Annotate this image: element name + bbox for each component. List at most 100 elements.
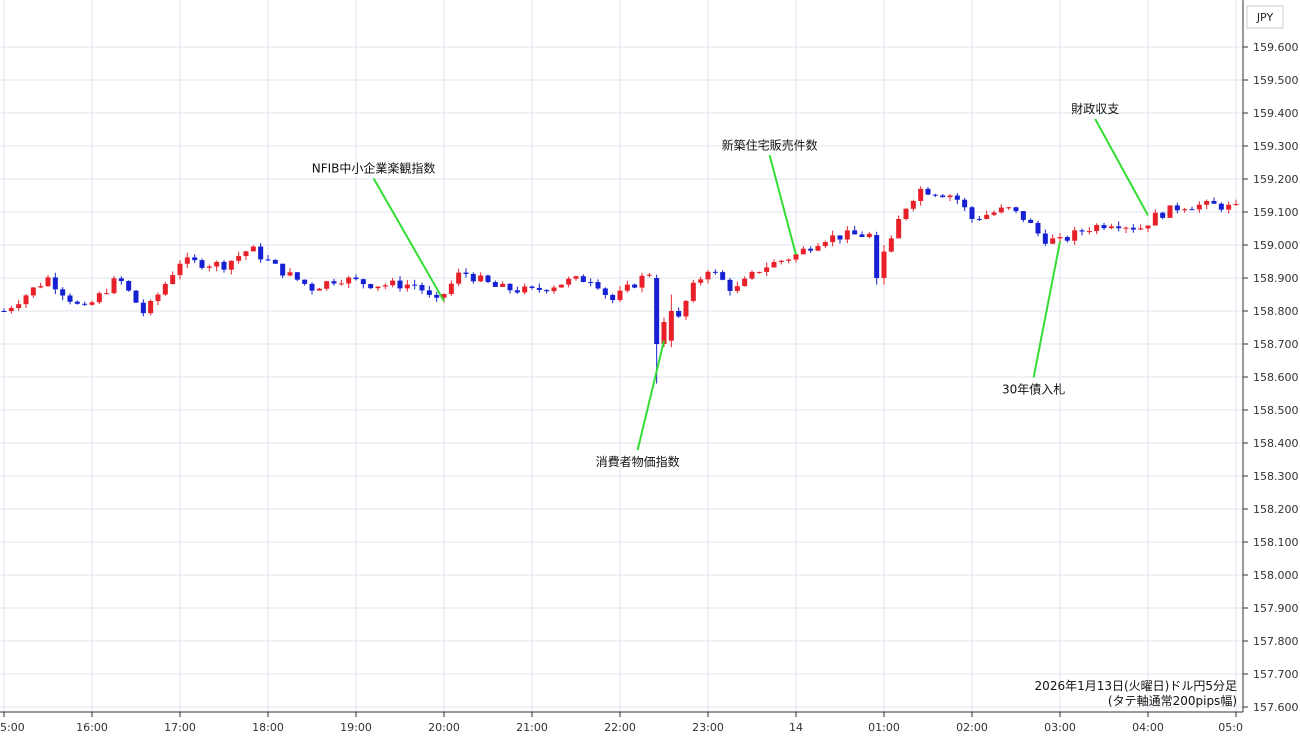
candle-body (206, 266, 212, 268)
candle-body (74, 301, 80, 304)
candle (925, 187, 931, 196)
x-tick-label: 21:00 (516, 721, 548, 734)
candle-body (932, 194, 938, 196)
candle-body (294, 272, 300, 280)
candle-body (324, 281, 330, 289)
candle (463, 268, 469, 278)
candle-body (514, 290, 520, 293)
caption-line-2: (タテ軸通常200pips幅) (1108, 693, 1237, 708)
candle-body (316, 288, 322, 291)
candle-body (331, 281, 337, 284)
candle (67, 293, 73, 305)
candle (1218, 202, 1224, 213)
candle-body (456, 272, 462, 284)
y-tick-label: 159.400 (1253, 107, 1299, 120)
candle (1204, 199, 1210, 210)
candle-body (1086, 231, 1092, 233)
chart-caption: 2026年1月13日(火曜日)ドル円5分足 (タテ軸通常200pips幅) (1035, 679, 1237, 708)
candle-body (661, 322, 667, 344)
candle-body (698, 279, 704, 283)
candle (324, 280, 330, 291)
candle (786, 258, 792, 264)
candle (60, 287, 66, 301)
candle-body (610, 294, 616, 301)
candle-body (866, 233, 872, 237)
candle-body (544, 289, 550, 292)
candle (126, 280, 132, 292)
y-tick-label: 157.900 (1253, 602, 1299, 615)
candle (698, 276, 704, 286)
x-tick-label: 03:00 (1044, 721, 1076, 734)
candle (830, 230, 836, 247)
candle (309, 282, 315, 295)
event-annotation: 新築住宅販売件数 (722, 137, 818, 256)
candle-body (1035, 222, 1041, 234)
candle (404, 280, 410, 292)
candle (412, 279, 418, 290)
candle (243, 250, 249, 260)
candle-body (654, 278, 660, 344)
candle-body (1204, 200, 1210, 205)
candle-body (771, 262, 777, 268)
candle (822, 240, 828, 249)
candle (96, 291, 102, 305)
candle-body (1072, 230, 1078, 241)
candle-body (89, 302, 95, 305)
candle-body (507, 283, 513, 291)
candle-body (1160, 212, 1166, 218)
candle (16, 299, 22, 311)
annotation-label: 財政収支 (1071, 101, 1119, 116)
candle-body (485, 275, 491, 283)
annotation-leader-line (768, 155, 797, 256)
candle (1182, 207, 1188, 213)
candle-body (199, 260, 205, 268)
candle (199, 258, 205, 270)
candle-body (133, 290, 139, 303)
candle (1160, 211, 1166, 220)
candle (30, 287, 36, 298)
candle (492, 280, 498, 288)
candle (74, 300, 80, 305)
candle (140, 299, 146, 317)
candle-body (1167, 205, 1173, 218)
candle (932, 193, 938, 198)
candle (632, 283, 638, 289)
y-tick-label: 157.600 (1253, 701, 1299, 714)
candle (962, 197, 968, 211)
candle (133, 290, 139, 303)
candle-body (214, 261, 220, 267)
event-annotation: 30年債入札 (1002, 241, 1065, 397)
candle (544, 289, 550, 294)
candle (206, 264, 212, 272)
candle (1145, 225, 1151, 233)
candle-body (976, 218, 982, 220)
candle-body (558, 284, 564, 288)
candle (1189, 206, 1195, 211)
candle-body (1094, 225, 1100, 232)
candle (1233, 199, 1239, 206)
x-tick-label: 16:00 (76, 721, 108, 734)
annotation-leader-line (1094, 118, 1149, 216)
candle-body (302, 279, 308, 284)
candle-body (1101, 225, 1107, 229)
candle-body (228, 260, 234, 270)
candle (1094, 223, 1100, 235)
candle (1072, 226, 1078, 246)
candle (918, 186, 924, 206)
candle (426, 285, 432, 298)
candle (478, 272, 484, 283)
candle-body (1013, 207, 1019, 212)
candle (720, 270, 726, 281)
candle-body (1182, 209, 1188, 211)
candle (170, 271, 176, 285)
candle (896, 215, 902, 239)
candle-body (52, 277, 58, 290)
annotation-leader-line (636, 340, 665, 451)
candle (346, 275, 352, 289)
candle-body (38, 286, 44, 288)
candle-body (727, 279, 733, 291)
candle-body (808, 248, 814, 251)
candle (778, 259, 784, 265)
candle-body (1145, 225, 1151, 229)
candle-body (954, 195, 960, 200)
